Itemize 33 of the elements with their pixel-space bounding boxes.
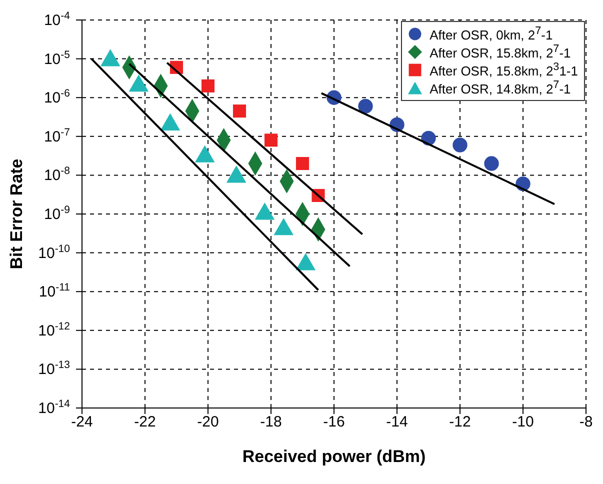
y-tick-label: 10$^{-14}$ [38,398,70,417]
y-axis-title: Bit Error Rate [7,158,26,270]
x-tick-label: -14 [386,414,408,431]
x-tick-label: -22 [134,414,156,431]
point [484,156,499,171]
x-tick-label: -16 [323,414,345,431]
legend-label: After OSR, 0km, 2$^{7}$-1 [430,25,553,43]
y-tick-label: 10$^{-10}$ [38,242,70,262]
y-tick-label: 10$^{-13}$ [38,359,70,378]
y-tick-label: 10$^{-8}$ [44,165,70,184]
point [232,104,246,118]
y-tick-label: 10$^{-5}$ [44,48,70,68]
point [264,134,278,147]
x-tick-label: -10 [512,414,534,431]
point [201,79,215,92]
legend-label: After OSR, 14.8km, 2$^{7}$-1 [430,79,571,97]
y-tick-label: 10$^{-4}$ [44,10,70,29]
x-tick-label: -18 [260,414,282,431]
y-tick-label: 10$^{-6}$ [44,88,70,107]
point [358,98,373,114]
legend-label: After OSR, 15.8km, 2$^{7}$-1 [430,43,571,61]
point [296,157,310,170]
legend-label: After OSR, 15.8km, 2$^{3}$1-1 [430,61,578,79]
point [452,138,468,152]
y-tick-label: 10$^{-12}$ [38,320,70,340]
x-tick-label: -20 [197,414,219,431]
y-tick-label: 10$^{-9}$ [44,204,70,223]
x-tick-label: -12 [449,414,471,431]
y-tick-label: 10$^{-11}$ [38,282,70,301]
x-tick-label: -24 [71,414,93,431]
y-tick-label: 10$^{-7}$ [44,126,70,146]
x-axis-title: Received power (dBm) [242,447,426,466]
x-tick-label: -8 [579,414,593,431]
